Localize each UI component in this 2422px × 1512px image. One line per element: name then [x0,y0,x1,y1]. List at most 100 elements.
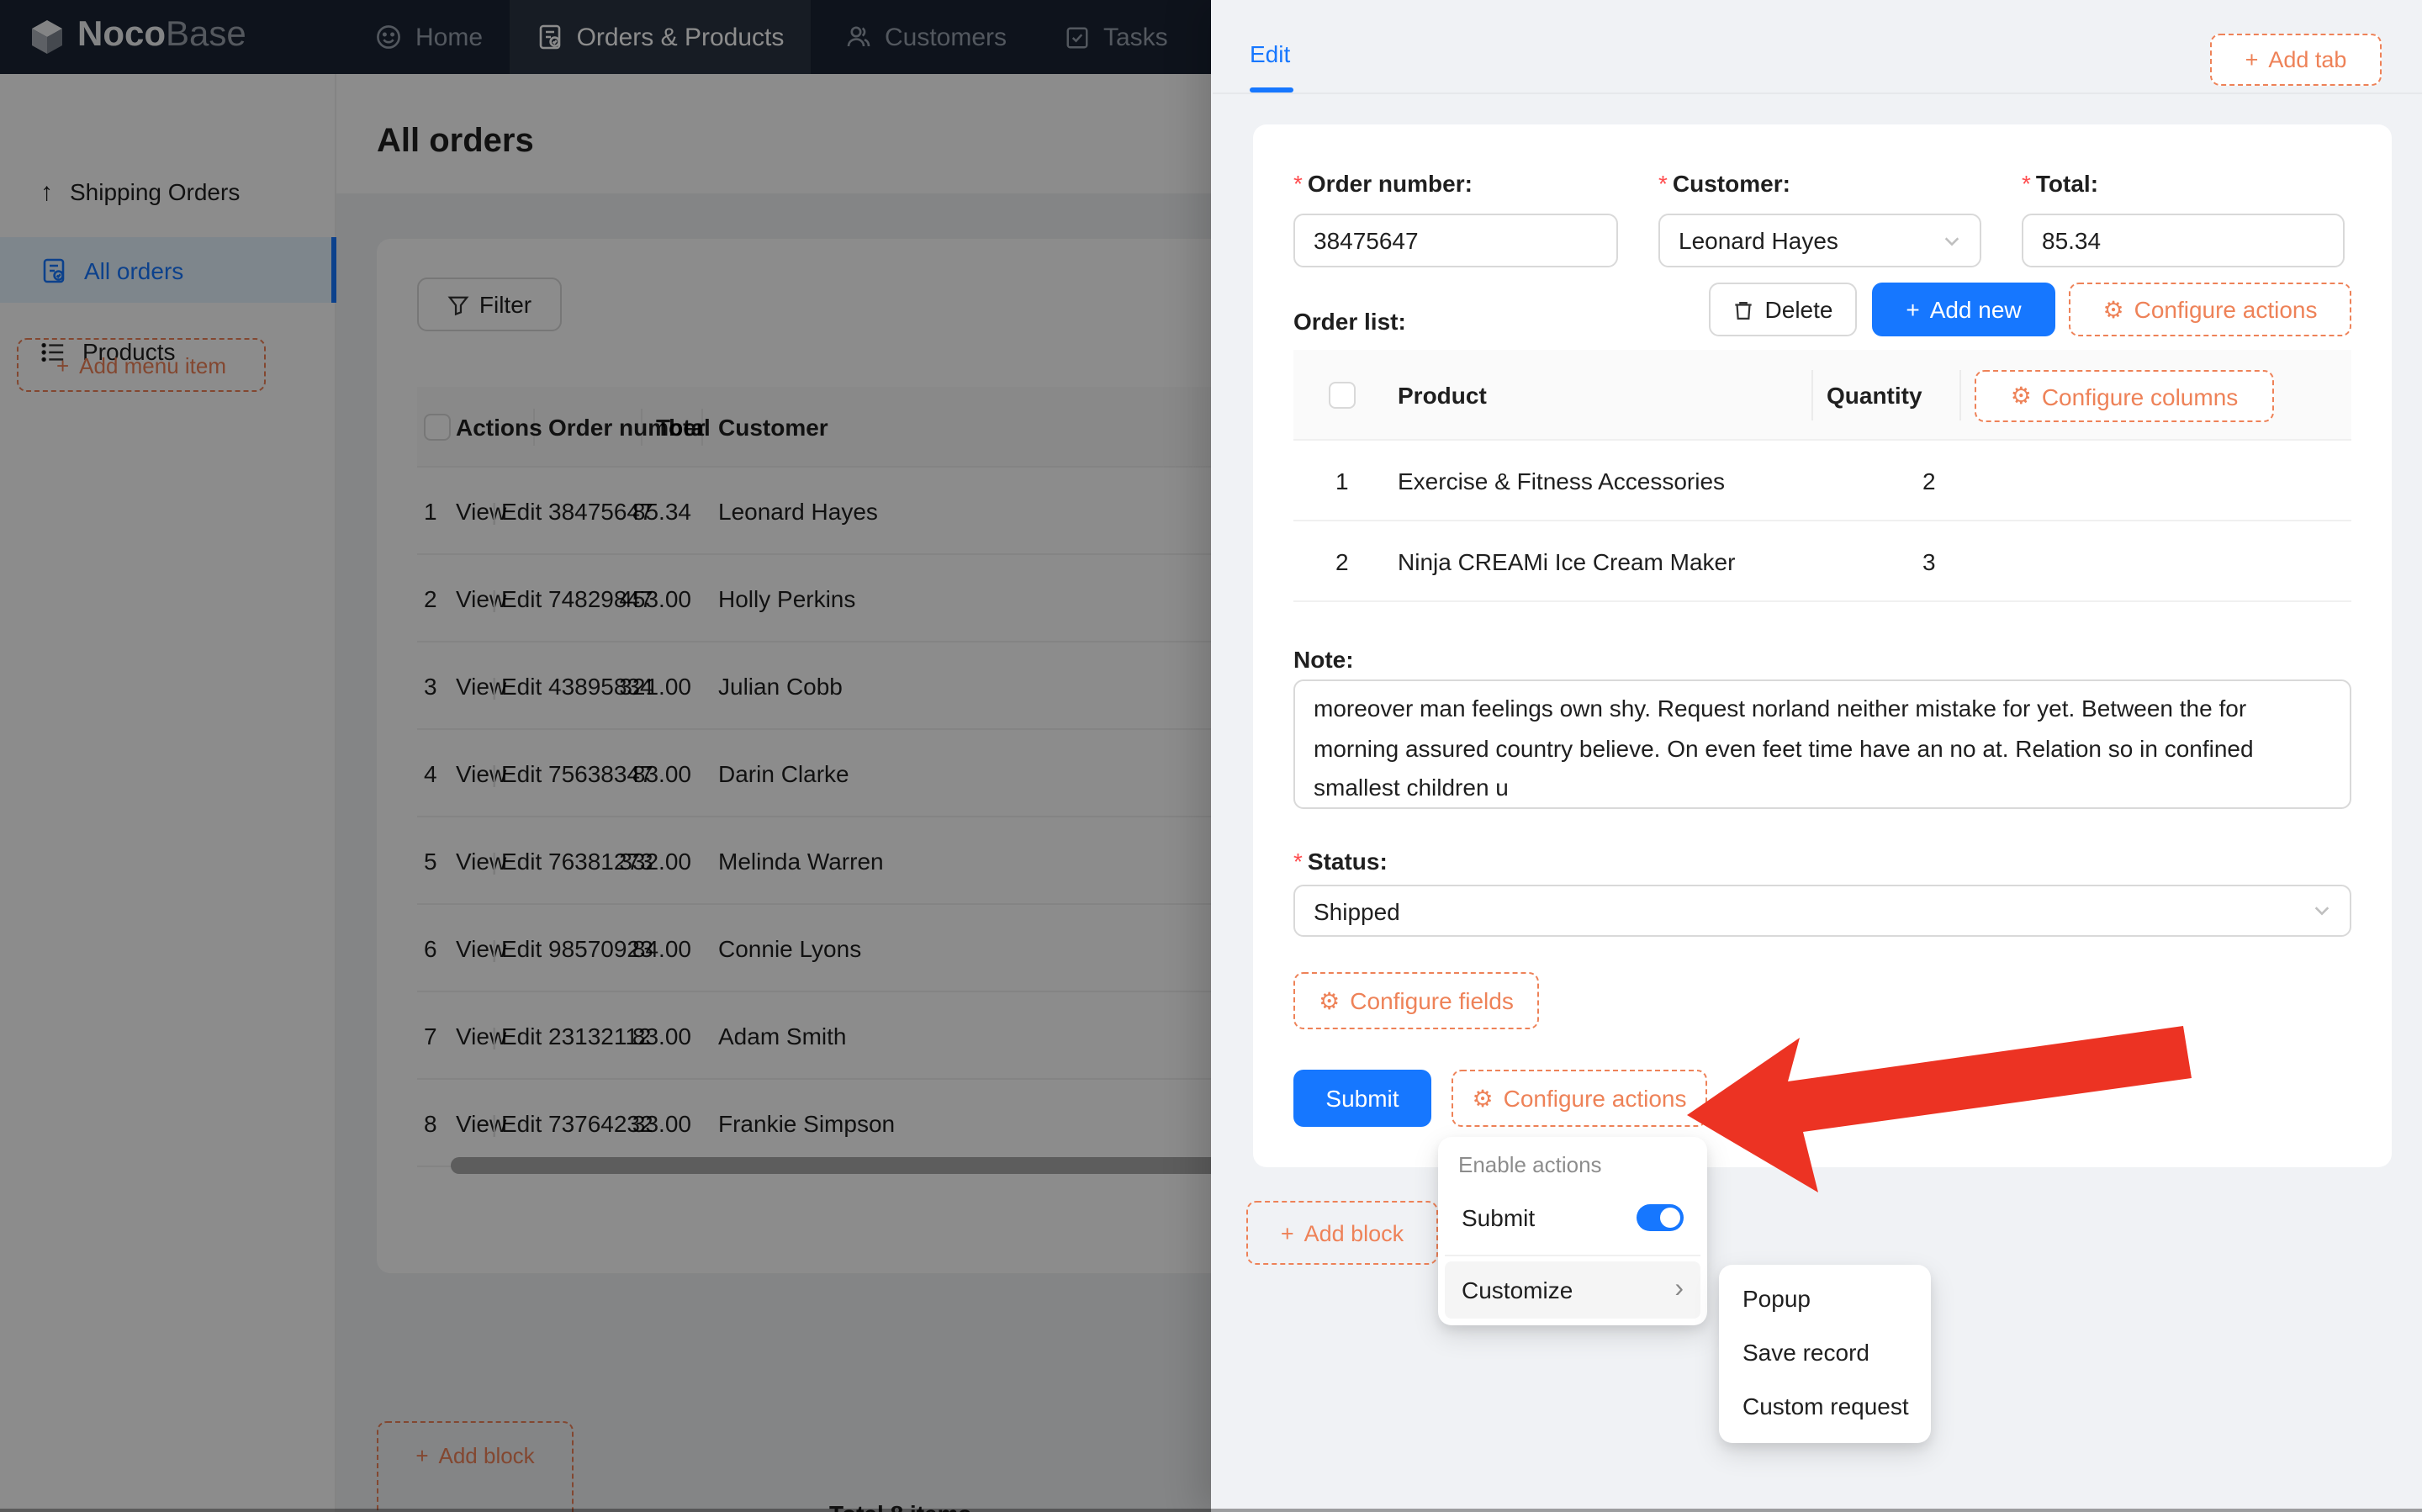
nav-item-home[interactable]: Home [375,0,483,74]
submit-button[interactable]: Submit [1293,1070,1431,1127]
row-index: 1 [424,497,437,524]
order-number-cell: 23132112 [548,1022,652,1049]
clipped-footer-text: Total 8 items [829,1500,1115,1512]
page-header: All orders [336,74,1319,193]
order-list-row: 2 Ninja CREAMi Ice Cream Maker 3 [1293,521,2351,602]
customer-select[interactable]: Leonard Hayes [1658,214,1981,267]
add-new-button[interactable]: + Add new [1872,283,2055,336]
orders-table-header: Actions Order number Total Customer [417,387,1278,468]
row-index: 7 [424,1022,437,1049]
table-row: 7 View | Edit 23132112 83.00 Adam Smith [417,992,1278,1080]
horizontal-scrollbar[interactable] [451,1157,1278,1174]
configure-actions-button-orderlist[interactable]: ⚙ Configure actions [2069,283,2351,336]
submenu-item-custom-request[interactable]: Custom request [1742,1393,1909,1419]
order-list-table-header: Product Quantity ⚙ Configure columns [1293,350,2351,441]
view-link[interactable]: View [456,584,507,611]
total-input[interactable] [2022,214,2345,267]
edit-link[interactable]: Edit [501,584,542,611]
plus-icon: + [415,1443,429,1468]
action-divider: | [491,934,498,961]
dropdown-item-submit[interactable]: Submit [1445,1187,1700,1248]
note-field-label: Note: [1293,646,1354,673]
edit-link[interactable]: Edit [501,934,542,961]
nav-item-tasks[interactable]: Tasks [1065,0,1168,74]
customer-link[interactable]: Connie Lyons [718,934,862,961]
sidebar-item-label: Shipping Orders [70,178,241,205]
configure-fields-button[interactable]: ⚙ Configure fields [1293,972,1539,1029]
edit-link[interactable]: Edit [501,847,542,874]
order-number-cell: 73764232 [548,1109,653,1136]
customer-link[interactable]: Melinda Warren [718,847,884,874]
column-header-quantity: Quantity [1827,381,1922,408]
configure-actions-dropdown: Enable actions Submit Customize › [1438,1137,1707,1325]
customer-link[interactable]: Leonard Hayes [718,497,878,524]
edit-link[interactable]: Edit [501,1109,542,1136]
configure-actions-button-form[interactable]: ⚙ Configure actions [1452,1070,1707,1127]
view-link[interactable]: View [456,1022,507,1049]
edit-link[interactable]: Edit [501,672,542,699]
action-divider: | [491,672,498,699]
submenu-item-save-record[interactable]: Save record [1742,1339,1869,1366]
column-header-product: Product [1398,381,1487,408]
submit-toggle[interactable] [1637,1204,1684,1231]
filter-button[interactable]: Filter [417,278,562,331]
modal-dim-overlay[interactable] [0,0,1213,1512]
total-cell: 84.00 [632,934,691,961]
customer-link[interactable]: Darin Clarke [718,759,849,786]
sidebar-item-products[interactable]: Products [0,318,336,385]
total-cell: 332.00 [619,847,691,874]
view-link[interactable]: View [456,672,507,699]
product-link[interactable]: Ninja CREAMi Ice Cream Maker [1398,547,1736,574]
tab-edit[interactable]: Edit [1250,40,1291,67]
status-select[interactable]: Shipped [1293,885,2351,937]
add-block-button-background[interactable]: + Add block [377,1421,574,1512]
chevron-down-icon [2313,901,2331,920]
row-index: 8 [424,1109,437,1136]
delete-button[interactable]: Delete [1709,283,1857,336]
action-divider: | [491,847,498,874]
edit-link[interactable]: Edit [501,759,542,786]
sidebar-item-all-orders[interactable]: All orders [0,237,336,303]
total-field-label: * Total: [2022,170,2099,197]
view-link[interactable]: View [456,1109,507,1136]
nav-item-label: Customers [885,23,1007,51]
edit-link[interactable]: Edit [501,497,542,524]
total-cell: 83.00 [632,1022,691,1049]
chevron-right-icon: › [1674,1275,1684,1303]
edit-link[interactable]: Edit [501,1022,542,1049]
view-link[interactable]: View [456,759,507,786]
product-link[interactable]: Exercise & Fitness Accessories [1398,467,1726,494]
nav-item-orders-products[interactable]: Orders & Products [510,0,811,74]
gear-icon: ⚙ [1472,1084,1494,1111]
submenu-item-popup[interactable]: Popup [1742,1285,1811,1312]
note-textarea[interactable]: moreover man feelings own shy. Request n… [1293,679,2351,809]
customer-field-label: * Customer: [1658,170,1790,197]
view-link[interactable]: View [456,934,507,961]
order-list-label: Order list: [1293,308,1406,335]
customer-link[interactable]: Julian Cobb [718,672,843,699]
sidebar-item-shipping-orders[interactable]: ↑ Shipping Orders [0,158,336,225]
dropdown-item-customize[interactable]: Customize › [1445,1261,1700,1319]
customer-link[interactable]: Adam Smith [718,1022,847,1049]
status-field-label: * Status: [1293,848,1388,875]
view-link[interactable]: View [456,847,507,874]
customer-link[interactable]: Holly Perkins [718,584,856,611]
select-all-checkbox[interactable] [424,414,451,441]
table-row: 3 View | Edit 43895834 321.00 Julian Cob… [417,642,1278,730]
row-index: 6 [424,934,437,961]
orders-icon [537,24,563,50]
add-tab-button[interactable]: + Add tab [2210,34,2382,86]
add-block-label: Add block [438,1443,535,1468]
order-number-input[interactable] [1293,214,1618,267]
required-asterisk: * [1293,848,1303,875]
select-all-checkbox[interactable] [1329,382,1356,409]
nocobase-logo-text: Noco Base [77,15,246,56]
configure-columns-button[interactable]: ⚙ Configure columns [1975,370,2274,422]
gear-icon: ⚙ [1319,986,1341,1013]
order-number-field-label: * Order number: [1293,170,1473,197]
nav-item-customers[interactable]: Customers [844,0,1007,74]
customer-link[interactable]: Frankie Simpson [718,1109,896,1136]
view-link[interactable]: View [456,497,507,524]
add-menu-item-button[interactable]: + Add menu item [17,338,266,392]
add-block-button-drawer[interactable]: + Add block [1246,1201,1438,1265]
